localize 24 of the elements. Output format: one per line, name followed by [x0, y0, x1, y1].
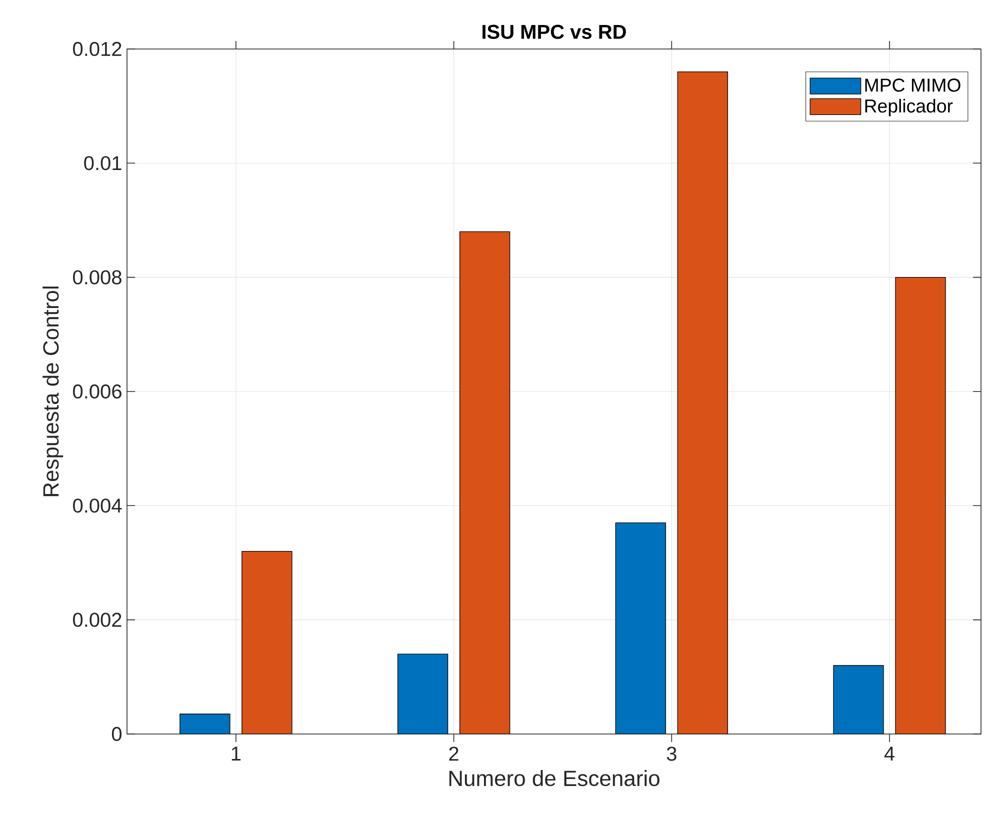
bar	[833, 665, 884, 734]
bar	[615, 522, 666, 734]
x-tick-label: 2	[449, 746, 458, 761]
bar	[397, 654, 448, 734]
y-tick-label: 0.008	[73, 270, 122, 284]
y-tick-label: 0.002	[73, 612, 122, 627]
bar	[895, 276, 946, 734]
y-tick-label: 0.01	[84, 156, 122, 170]
x-tick-label: 1	[232, 746, 241, 760]
y-axis-title: Respuesta de Control	[42, 286, 64, 496]
y-tick-label: 0.012	[73, 42, 122, 56]
legend-label: MPC MIMO	[865, 78, 960, 92]
bar	[459, 231, 510, 734]
y-tick-label: 0	[112, 726, 122, 742]
bar	[180, 714, 230, 734]
x-tick-label: 3	[666, 746, 676, 761]
y-tick-label: 0.006	[73, 384, 122, 399]
y-tick-label: 0.004	[73, 498, 122, 513]
bar	[242, 550, 292, 734]
legend-label: Replicador	[865, 98, 953, 116]
x-tick-label: 4	[884, 746, 894, 760]
bar	[677, 71, 728, 734]
x-axis-title: Numero de Escenario	[449, 770, 660, 786]
chart-title: ISU MPC vs RD	[482, 24, 626, 39]
